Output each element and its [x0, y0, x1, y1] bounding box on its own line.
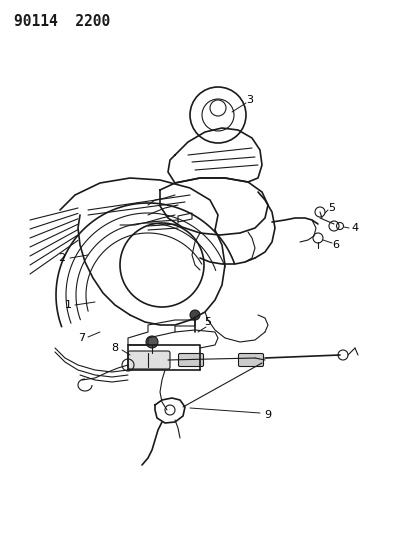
Text: 8: 8	[111, 343, 119, 353]
Text: 4: 4	[351, 223, 359, 233]
FancyBboxPatch shape	[178, 353, 203, 367]
FancyBboxPatch shape	[238, 353, 263, 367]
Text: 3: 3	[246, 95, 254, 105]
Text: 90114  2200: 90114 2200	[14, 14, 110, 29]
Text: 9: 9	[264, 410, 271, 420]
Circle shape	[190, 310, 200, 320]
Circle shape	[146, 336, 158, 348]
FancyBboxPatch shape	[128, 351, 170, 369]
Text: 5: 5	[205, 317, 211, 327]
Text: 2: 2	[59, 253, 66, 263]
Text: 7: 7	[78, 333, 86, 343]
Text: 1: 1	[64, 300, 72, 310]
Text: 6: 6	[332, 240, 339, 250]
Text: 5: 5	[328, 203, 336, 213]
